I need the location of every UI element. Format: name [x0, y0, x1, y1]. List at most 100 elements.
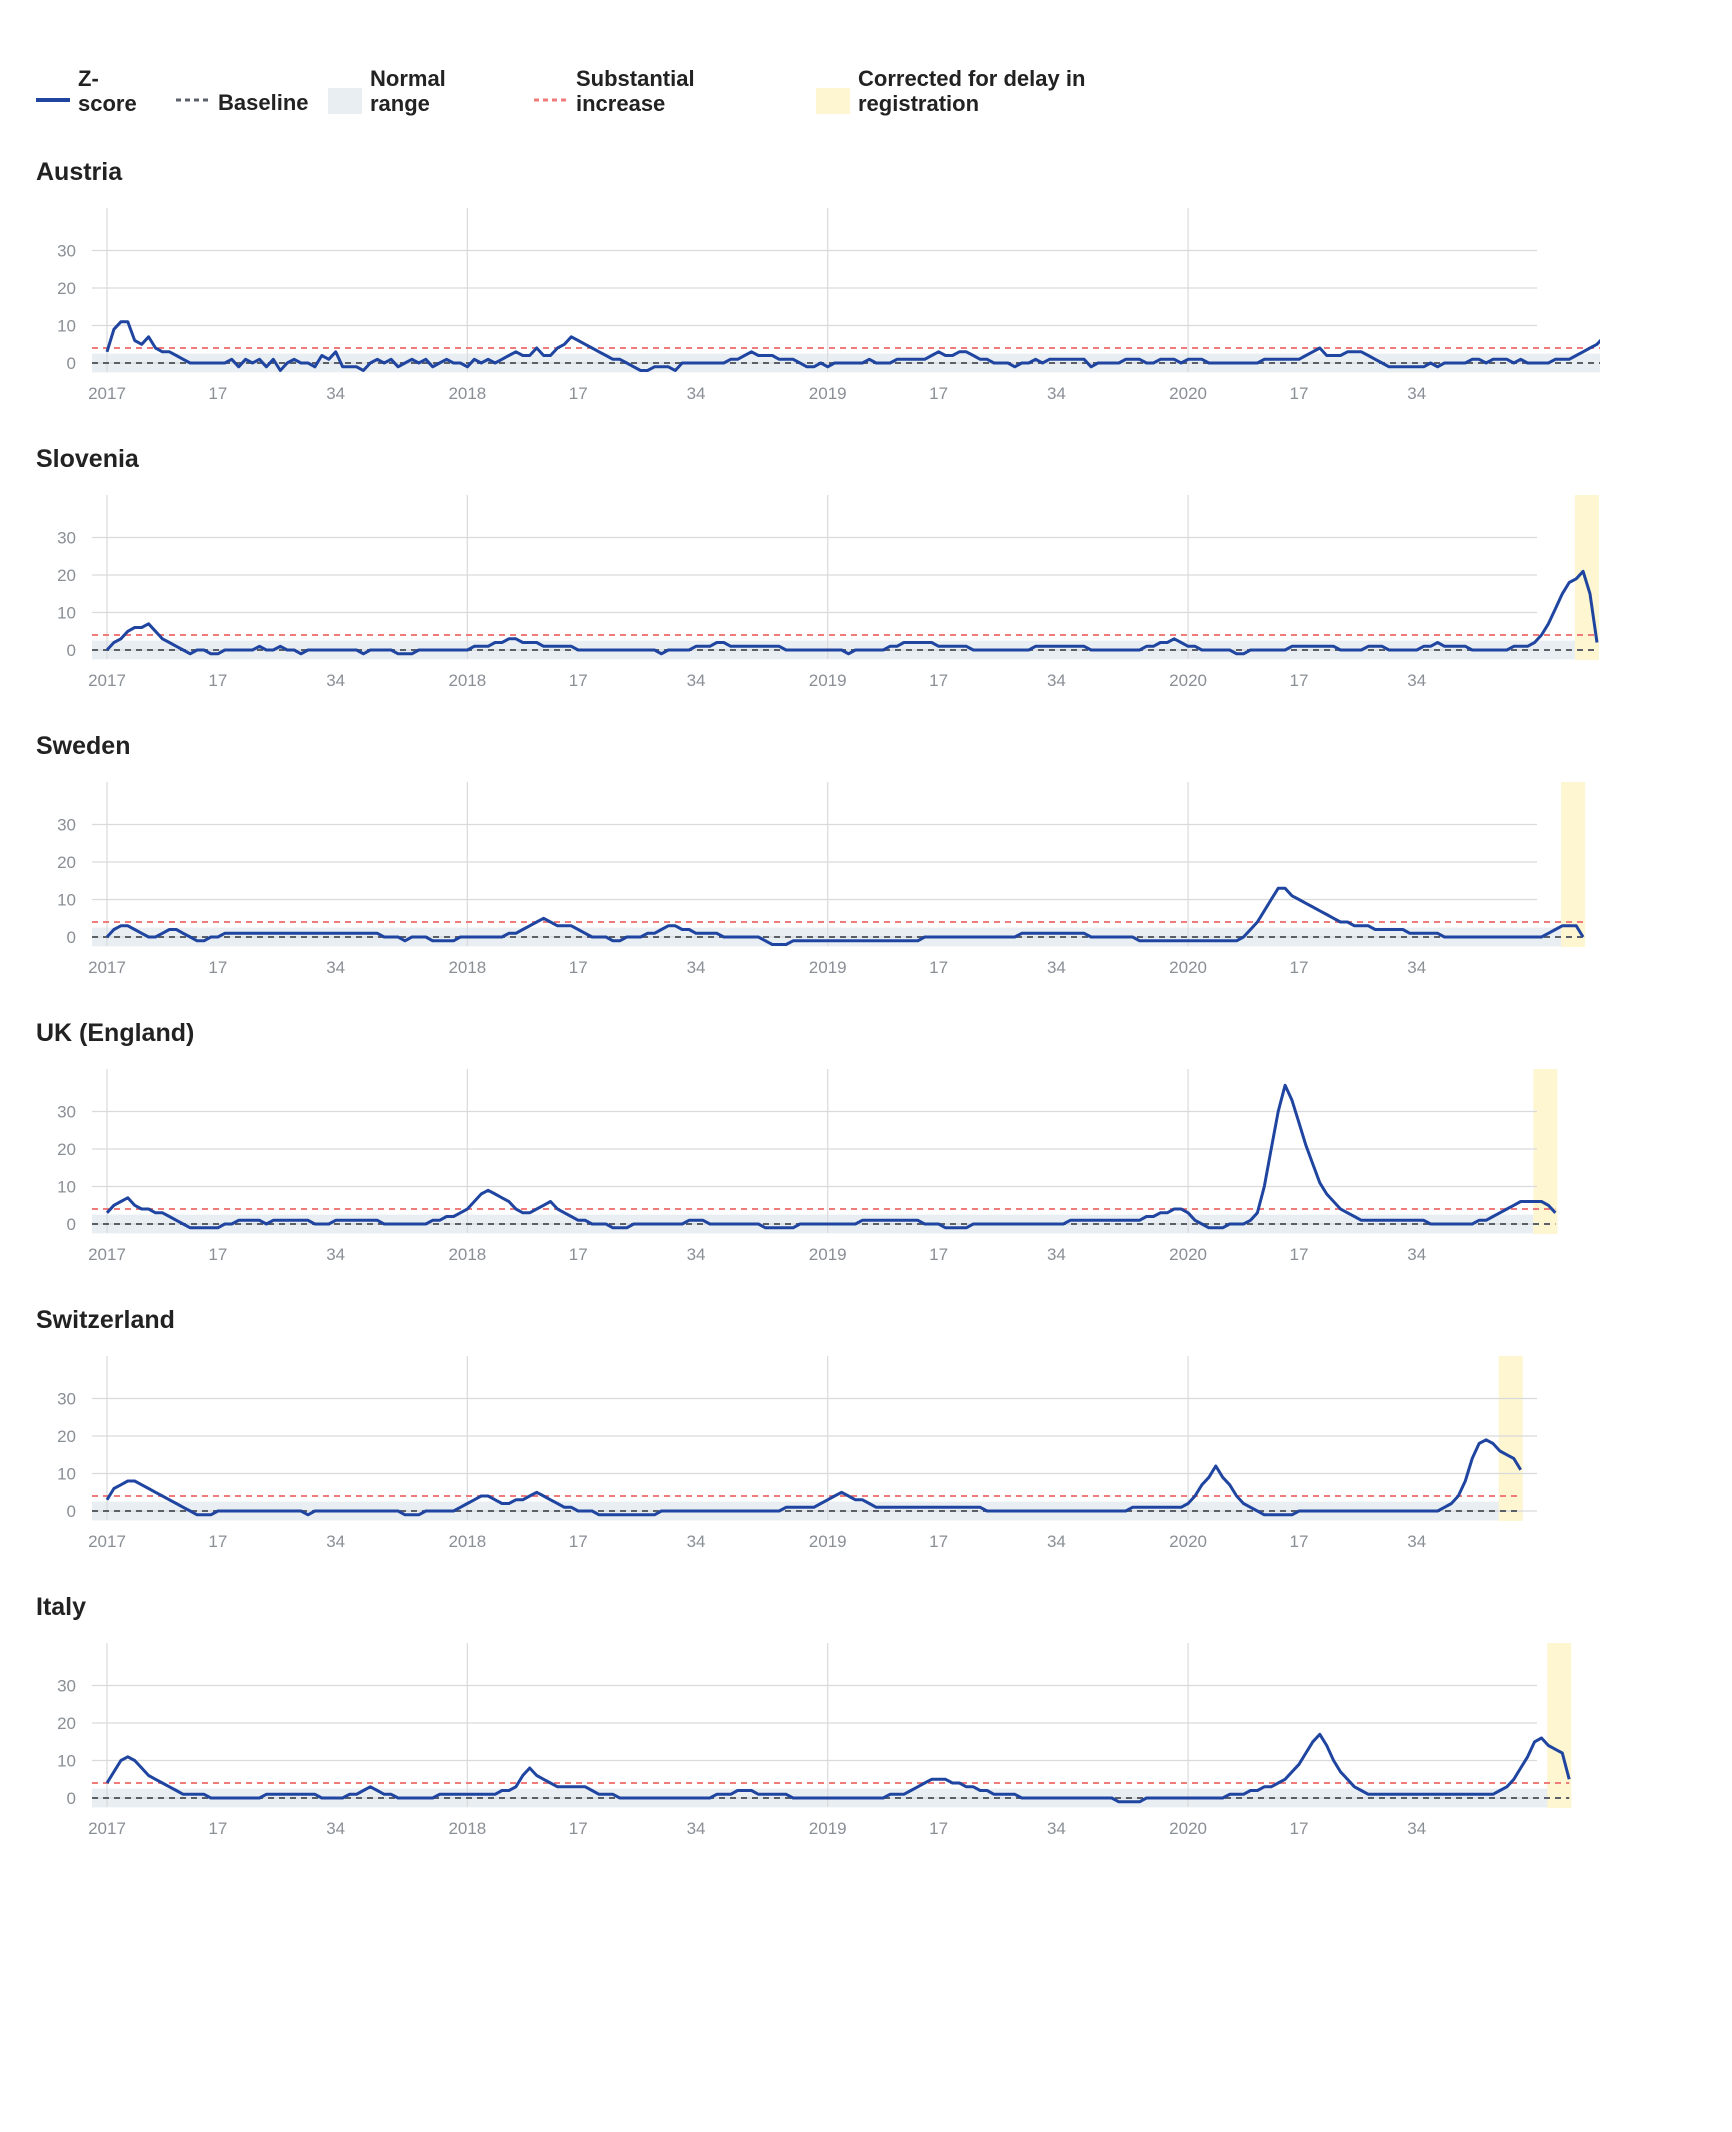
legend-corrected-label: Corrected for delay in registration: [858, 66, 1086, 116]
y-tick-label: 10: [57, 1465, 76, 1484]
x-tick-label-week: 17: [208, 384, 227, 403]
x-tick-label-week: 17: [208, 671, 227, 690]
y-tick-label: 30: [57, 1677, 76, 1696]
zscore-swatch: [36, 98, 70, 102]
y-tick-label: 20: [57, 853, 76, 872]
x-tick-label-week: 34: [326, 1819, 345, 1838]
panel-sweden: Sweden 0 10 20 30 2017 17 34 2018 17 34 2019 17 34 202…: [0, 732, 1732, 1022]
substantial-increase-swatch: [534, 98, 570, 102]
legend-zscore-label: Z-score: [78, 66, 137, 116]
y-tick-label: 20: [57, 1714, 76, 1733]
x-tick-label-week: 34: [687, 1819, 706, 1838]
y-tick-label: 20: [57, 1140, 76, 1159]
x-tick-label-year: 2017: [88, 958, 126, 977]
x-tick-label-week: 34: [326, 671, 345, 690]
y-tick-label: 0: [67, 1789, 76, 1808]
x-tick-label-year: 2018: [448, 384, 486, 403]
x-tick-label-week: 34: [687, 671, 706, 690]
x-tick-label-year: 2020: [1169, 671, 1207, 690]
x-tick-label-week: 17: [929, 958, 948, 977]
y-tick-label: 0: [67, 928, 76, 947]
x-tick-label-year: 2020: [1169, 958, 1207, 977]
x-tick-label-year: 2017: [88, 1245, 126, 1264]
y-tick-label: 30: [57, 529, 76, 548]
y-tick-label: 30: [57, 1103, 76, 1122]
normal-range-swatch: [328, 88, 362, 114]
x-tick-label-week: 17: [569, 1245, 588, 1264]
legend-baseline-label: Baseline: [218, 90, 309, 115]
panel-title: Austria: [36, 158, 123, 186]
corrected-region: [1561, 782, 1586, 947]
x-tick-label-year: 2019: [809, 1245, 847, 1264]
zscore-series-line: [105, 1732, 1571, 1804]
x-tick-label-week: 34: [1407, 958, 1426, 977]
x-tick-label-year: 2020: [1169, 384, 1207, 403]
corrected-swatch: [816, 88, 850, 114]
x-tick-label-week: 17: [569, 671, 588, 690]
legend-substantial-increase-label: Substantial increase: [576, 66, 695, 116]
corrected-region: [1498, 1356, 1523, 1521]
x-tick-label-week: 34: [687, 1532, 706, 1551]
x-tick-label-year: 2018: [448, 671, 486, 690]
x-tick-label-week: 17: [1289, 1532, 1308, 1551]
x-tick-label-week: 17: [929, 384, 948, 403]
x-tick-label-year: 2019: [809, 1819, 847, 1838]
baseline-swatch: [176, 98, 212, 102]
panel-title: Switzerland: [36, 1306, 175, 1334]
x-tick-label-week: 34: [687, 958, 706, 977]
y-tick-label: 10: [57, 317, 76, 336]
x-tick-label-week: 17: [569, 958, 588, 977]
x-tick-label-year: 2019: [809, 958, 847, 977]
x-tick-label-year: 2017: [88, 671, 126, 690]
x-tick-label-week: 17: [929, 1819, 948, 1838]
x-tick-label-year: 2020: [1169, 1819, 1207, 1838]
x-tick-label-year: 2017: [88, 1532, 126, 1551]
x-tick-label-week: 34: [1407, 1819, 1426, 1838]
zscore-series-line: [105, 1083, 1557, 1230]
line-chart: 0 10 20 30 2017 17 34 2018 17 34 2019 17 34 2020 17 34: [57, 782, 1586, 977]
panel-austria: Austria 0 10 20 30 2017 17 34 2018 17 34 2019 17 34 20…: [0, 158, 1732, 448]
x-tick-label-week: 17: [208, 1532, 227, 1551]
x-tick-label-week: 34: [1407, 671, 1426, 690]
x-tick-label-week: 34: [326, 1532, 345, 1551]
x-tick-label-year: 2019: [809, 671, 847, 690]
zscore-series-line: [105, 569, 1599, 656]
x-tick-label-week: 34: [1407, 1245, 1426, 1264]
x-tick-label-week: 34: [1407, 1532, 1426, 1551]
x-tick-label-year: 2020: [1169, 1532, 1207, 1551]
y-tick-label: 10: [57, 1752, 76, 1771]
line-chart: 0 10 20 30 2017 17 34 2018 17 34 2019 17 34 2020 17 34: [57, 495, 1599, 690]
y-tick-label: 30: [57, 242, 76, 261]
y-tick-label: 30: [57, 1390, 76, 1409]
x-tick-label-week: 17: [929, 1245, 948, 1264]
y-tick-label: 20: [57, 1427, 76, 1446]
y-tick-label: 0: [67, 354, 76, 373]
x-tick-label-week: 17: [208, 958, 227, 977]
corrected-region: [1547, 1643, 1572, 1808]
zscore-series-line: [105, 1438, 1522, 1517]
x-tick-label-year: 2018: [448, 1819, 486, 1838]
line-chart: 0 10 20 30 2017 17 34 2018 17 34 2019 17 34 2020 17 34: [57, 1643, 1572, 1838]
y-tick-label: 10: [57, 604, 76, 623]
panel-title: Slovenia: [36, 445, 139, 473]
line-chart: 0 10 20 30 2017 17 34 2018 17 34 2019 17 34 2020 17 34: [57, 1069, 1558, 1264]
x-tick-label-week: 34: [326, 958, 345, 977]
x-tick-label-week: 34: [1047, 1532, 1066, 1551]
panel-slovenia: Slovenia 0 10 20 30 2017 17 34 2018 17 34 2019 17 34 2…: [0, 445, 1732, 735]
legend-normal-range-label: Normal range: [370, 66, 446, 116]
x-tick-label-year: 2019: [809, 384, 847, 403]
x-tick-label-year: 2019: [809, 1532, 847, 1551]
y-tick-label: 20: [57, 279, 76, 298]
corrected-region: [1533, 1069, 1558, 1234]
zscore-series-line: [105, 886, 1585, 946]
x-tick-label-week: 34: [1047, 1245, 1066, 1264]
y-tick-label: 30: [57, 816, 76, 835]
x-tick-label-week: 17: [1289, 384, 1308, 403]
x-tick-label-week: 34: [687, 1245, 706, 1264]
y-tick-label: 10: [57, 1178, 76, 1197]
x-tick-label-week: 34: [326, 384, 345, 403]
x-tick-label-week: 17: [1289, 1245, 1308, 1264]
panel-uk-england: UK (England) 0 10 20 30 2017 17 34 2018 17 34 2019 1…: [0, 1019, 1732, 1309]
y-tick-label: 0: [67, 1215, 76, 1234]
x-tick-label-week: 17: [208, 1819, 227, 1838]
